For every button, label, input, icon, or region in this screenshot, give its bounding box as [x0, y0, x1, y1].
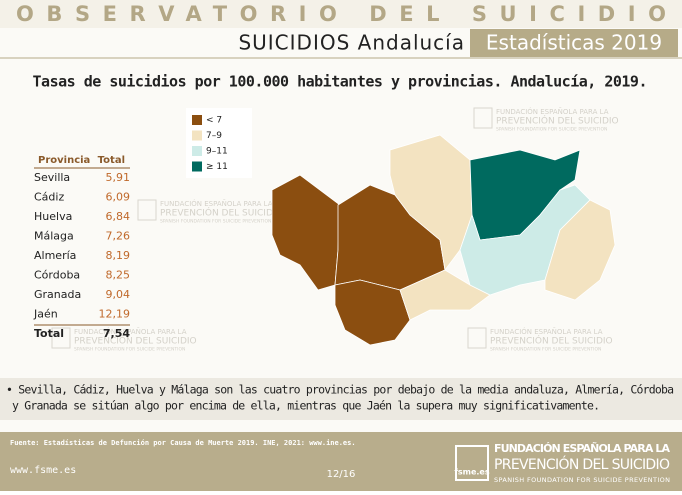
chart-title: Tasas de suicidios por 100.000 habitante… — [33, 73, 648, 91]
row-value: 12,19 — [99, 308, 131, 321]
wm-line: FUNDACIÓN ESPAÑOLA PARA LA — [496, 107, 609, 116]
wm-line: SPANISH FOUNDATION FOR SUICIDE PREVENTIO… — [496, 127, 607, 133]
badge-box — [470, 29, 678, 57]
wm-logo — [467, 327, 487, 349]
malaga — [399, 269, 491, 321]
legend-label: ≥ 11 — [206, 162, 228, 172]
wm-logo — [473, 107, 493, 129]
badge: Estadísticas 2019 — [486, 31, 662, 55]
table: Provincia Total Sevilla 5,91 Cádiz 6,09 Huelva… — [33, 155, 130, 340]
legend-swatch — [192, 146, 202, 156]
bullet-band — [0, 378, 682, 420]
wm-line: SPANISH FOUNDATION FOR SUICIDE PREVENTIO… — [490, 347, 601, 353]
row-value: 7,54 — [103, 327, 130, 340]
foundation-line1: FUNDACIÓN ESPAÑOLA PARA LA — [494, 442, 670, 455]
row-value: 6,84 — [106, 210, 131, 223]
row-label: Córdoba — [34, 269, 80, 282]
wm-line: FUNDACIÓN ESPAÑOLA PARA LA — [74, 327, 187, 336]
source: Fuente: Estadísticas de Defunción por Ca… — [10, 439, 356, 447]
url: www.fsme.es — [10, 465, 76, 476]
legend-swatch — [192, 130, 202, 141]
column-header: Total — [98, 155, 125, 166]
wm-line: FUNDACIÓN ESPAÑOLA PARA LA — [160, 199, 273, 208]
wm-line: FUNDACIÓN ESPAÑOLA PARA LA — [490, 327, 603, 336]
foundation-line2: PREVENCIÓN DEL SUICIDIO — [494, 455, 670, 473]
wm-line: SPANISH FOUNDATION FOR SUICIDE PREVENTIO… — [160, 219, 271, 225]
row-value: 7,26 — [106, 230, 131, 243]
foundation-line3: SPANISH FOUNDATION FOR SUICIDE PREVENTIO… — [494, 476, 670, 484]
legend-label: 9–11 — [206, 147, 228, 157]
legend-label: < 7 — [206, 116, 222, 126]
row-label: Total — [34, 327, 64, 340]
row-value: 5,91 — [106, 171, 131, 184]
map — [271, 134, 616, 346]
row-label: Almería — [34, 249, 76, 262]
row-label: Sevilla — [34, 171, 70, 184]
logo: fsme.es — [454, 468, 489, 477]
top-band — [0, 0, 682, 28]
row-label: Huelva — [34, 210, 72, 223]
wm-line: PREVENCIÓN DEL SUICIDIO — [490, 335, 613, 347]
bullet-line: y Granada se sitúan algo por encima de e… — [12, 399, 600, 413]
wm-line: PREVENCIÓN DEL SUICIDIO — [160, 207, 283, 219]
column-header: Provincia — [38, 155, 90, 166]
legend-swatch — [192, 115, 202, 125]
legend-swatch — [192, 161, 202, 172]
row-label: Málaga — [34, 230, 74, 243]
wm-line: PREVENCIÓN DEL SUICIDIO — [496, 115, 619, 127]
page-number: 12/16 — [327, 469, 356, 480]
wm-line: PREVENCIÓN DEL SUICIDIO — [74, 335, 197, 347]
row-label: Cádiz — [34, 191, 64, 204]
cadiz — [334, 279, 411, 346]
row-value: 8,19 — [106, 249, 131, 262]
row-label: Jaén — [33, 308, 58, 321]
wm-line: SPANISH FOUNDATION FOR SUICIDE PREVENTIO… — [74, 347, 185, 353]
row-value: 9,04 — [106, 288, 131, 301]
bullet-line: • Sevilla, Cádiz, Huelva y Málaga son la… — [6, 383, 674, 397]
logo-frame — [455, 445, 489, 481]
wm-logo — [51, 327, 71, 349]
row-label: Granada — [34, 288, 81, 301]
row-value: 8,25 — [106, 269, 131, 282]
footer-band — [0, 432, 682, 491]
subtitle: SUICIDIOS Andalucía — [238, 31, 465, 55]
legend: < 7 7–9 9–11 ≥ 11 — [192, 115, 228, 172]
row-value: 6,09 — [106, 191, 131, 204]
legend-label: 7–9 — [206, 131, 222, 141]
almeria — [544, 199, 616, 301]
wm-logo — [137, 199, 157, 221]
